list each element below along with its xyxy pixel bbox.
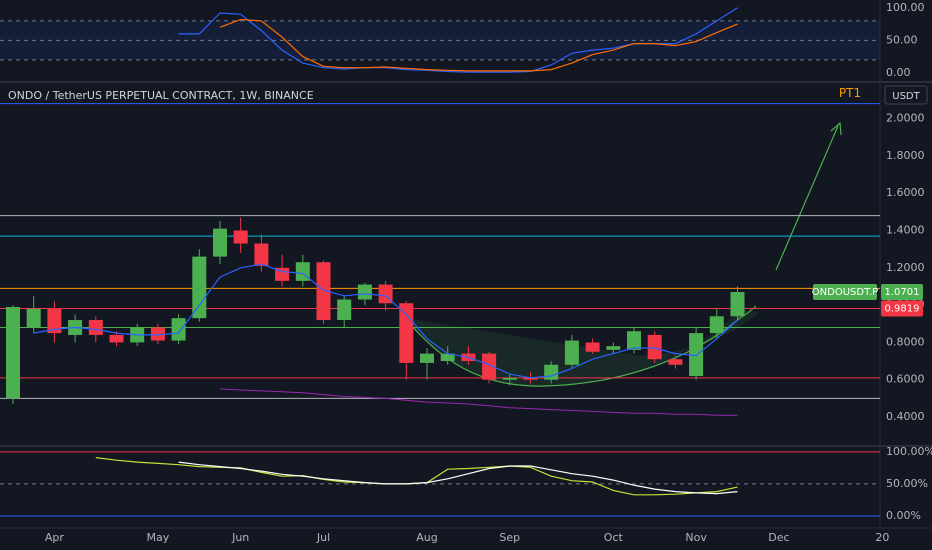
candle-body	[647, 334, 662, 360]
candle-body	[88, 320, 103, 335]
y-tick-label: 1.6000	[886, 186, 925, 199]
y-tick-label: 50.00%	[886, 477, 928, 490]
series-line	[33, 263, 738, 379]
currency: USDT	[892, 91, 920, 102]
x-tick-label: Aug	[416, 531, 437, 544]
x-tick-label: May	[147, 531, 170, 544]
price-tag-label: 0.9819	[885, 303, 920, 314]
series-line	[219, 18, 738, 72]
series-line	[178, 461, 738, 495]
price-tag	[881, 300, 923, 317]
candle-body	[150, 327, 165, 341]
x-tick-label: 20	[875, 531, 889, 544]
y-tick-label: 100.00%	[886, 445, 932, 458]
arrow-head	[830, 121, 842, 136]
candle-body	[275, 267, 290, 281]
candle-body	[26, 308, 41, 328]
candle-body	[399, 303, 414, 363]
y-tick-label: 100.00	[886, 1, 925, 14]
candle-body	[585, 342, 600, 352]
candle-body	[709, 316, 724, 334]
candle-body	[420, 353, 434, 363]
candle-body	[689, 333, 704, 376]
candle-body	[192, 256, 207, 319]
y-tick-label: 1.2000	[886, 261, 925, 274]
series-line	[219, 388, 738, 416]
x-tick-label: Sep	[499, 531, 520, 544]
y-tick-label: 1.4000	[886, 223, 925, 236]
price-tag-label: 1.0701	[885, 287, 920, 298]
x-tick-label: Nov	[685, 531, 707, 544]
candle-body	[357, 284, 372, 300]
x-tick-label: Jul	[316, 531, 330, 544]
candle-body	[482, 353, 497, 380]
symbol-tag	[813, 284, 877, 301]
level-label: PT1	[839, 86, 861, 100]
target-arrow	[775, 125, 839, 271]
cup-curve	[404, 305, 757, 387]
candle-body	[440, 353, 455, 362]
candle-body	[316, 262, 331, 321]
candle-body	[564, 340, 579, 365]
symbol-tag-label: ONDOUSDT.P	[812, 287, 878, 298]
candle-body	[668, 359, 683, 365]
x-tick-label: Dec	[768, 531, 789, 544]
candle-body	[47, 308, 62, 334]
candle-body	[523, 377, 538, 380]
candle-body	[171, 318, 186, 341]
candle-body	[254, 243, 269, 266]
candle-body	[233, 230, 248, 244]
candle-body	[627, 331, 641, 350]
y-tick-label: 2.0000	[886, 112, 925, 125]
candle-body	[606, 346, 621, 350]
x-tick-label: Apr	[45, 531, 65, 544]
candle-body	[109, 334, 124, 343]
y-tick-label: 0.00	[886, 66, 911, 79]
y-tick-label: 0.00%	[886, 509, 921, 522]
y-tick-label: 0.6000	[886, 373, 925, 386]
y-tick-label: 50.00	[886, 33, 918, 46]
candle-body	[544, 364, 559, 380]
x-tick-label: Jun	[231, 531, 249, 544]
price-tag	[881, 284, 923, 301]
candle-body	[730, 292, 745, 317]
x-tick-label: Oct	[604, 531, 624, 544]
candle-body	[502, 377, 517, 380]
candle-body	[337, 299, 352, 321]
chart-title: ONDO / TetherUS PERPETUAL CONTRACT, 1W, …	[8, 89, 314, 102]
candle-body	[6, 306, 20, 399]
y-tick-label: 0.8000	[886, 335, 925, 348]
candle-body	[213, 228, 227, 257]
y-tick-label: 0.4000	[886, 410, 925, 423]
y-tick-label: 1.8000	[886, 149, 925, 162]
currency-box	[884, 85, 928, 105]
